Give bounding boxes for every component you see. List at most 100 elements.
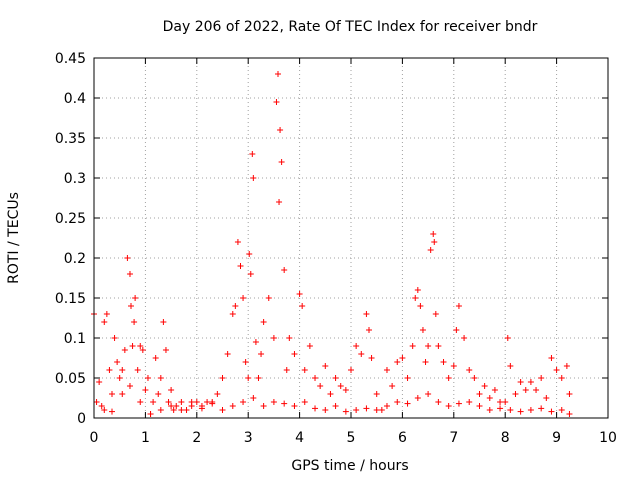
data-point (353, 343, 360, 349)
data-point (419, 327, 426, 333)
data-point (432, 311, 439, 317)
x-tick-label: 7 (449, 430, 458, 446)
data-point (160, 319, 167, 325)
data-point (93, 399, 100, 405)
data-point (548, 408, 555, 415)
data-point (219, 375, 226, 381)
data-point (229, 311, 236, 317)
data-point (383, 403, 390, 409)
y-tick-label: 0.3 (64, 171, 86, 187)
data-point (252, 339, 259, 345)
data-point (240, 295, 247, 301)
data-point (219, 407, 226, 413)
data-point (317, 383, 324, 389)
data-point (258, 351, 265, 357)
data-point (96, 379, 103, 385)
data-point (558, 407, 565, 413)
data-point (255, 375, 262, 381)
data-point (553, 367, 560, 373)
data-point (394, 399, 401, 405)
x-tick-label: 0 (90, 430, 99, 446)
data-point (332, 375, 339, 381)
data-point (103, 311, 110, 317)
data-point (504, 335, 511, 341)
data-point (461, 335, 468, 341)
axis-ticks: 0 1 2 3 4 5 6 7 8 9 10 0 0.05 0.1 0.15 0.2 0.25 0.3 0.35 0.… (55, 51, 617, 446)
data-point (137, 343, 144, 349)
data-point (527, 407, 534, 413)
data-point (497, 399, 504, 405)
data-point (247, 271, 254, 277)
data-point (548, 355, 555, 361)
data-point (327, 391, 334, 397)
data-point (250, 395, 257, 401)
data-point (497, 405, 504, 412)
data-point (132, 295, 139, 301)
x-tick-label: 10 (599, 430, 617, 446)
data-point (486, 407, 493, 413)
data-point (157, 375, 164, 381)
data-point (353, 407, 360, 413)
y-tick-label: 0.15 (55, 291, 86, 307)
data-point (214, 391, 221, 397)
data-point (137, 399, 144, 405)
data-point (286, 335, 293, 341)
data-point (507, 363, 514, 369)
data-point (417, 303, 424, 309)
data-point (455, 303, 462, 309)
data-point (322, 363, 329, 369)
x-tick-label: 4 (295, 430, 304, 446)
data-point (178, 399, 185, 405)
data-point (512, 391, 519, 397)
data-point (440, 359, 447, 365)
data-point (131, 319, 138, 325)
data-point (270, 399, 277, 405)
data-point (108, 391, 115, 397)
data-point (108, 408, 115, 415)
data-point (234, 239, 241, 245)
data-point (291, 351, 298, 357)
data-point (168, 403, 175, 409)
data-point (363, 405, 370, 412)
data-point (404, 400, 411, 407)
data-point (111, 335, 118, 341)
data-point (342, 387, 349, 393)
data-point (342, 408, 349, 415)
data-point (409, 343, 416, 349)
data-point (476, 403, 483, 409)
data-point (404, 375, 411, 381)
data-point (129, 343, 136, 349)
data-point (471, 375, 478, 381)
data-point (389, 383, 396, 389)
data-point (486, 395, 493, 401)
data-point (481, 383, 488, 389)
data-point (414, 395, 421, 401)
y-tick-label: 0.35 (55, 131, 86, 147)
data-point (431, 239, 438, 245)
x-tick-label: 9 (552, 430, 561, 446)
data-point (296, 291, 303, 297)
x-tick-label: 6 (398, 430, 407, 446)
data-point (348, 367, 354, 373)
data-point (412, 295, 419, 301)
data-point (283, 367, 290, 373)
data-point (188, 399, 195, 405)
data-point (517, 408, 524, 415)
data-point (399, 355, 406, 361)
x-tick-label: 1 (141, 430, 150, 446)
data-point (430, 231, 437, 237)
data-point (162, 347, 169, 353)
data-point (150, 399, 157, 405)
data-point (260, 403, 267, 409)
data-point (427, 247, 434, 253)
data-point (128, 303, 135, 309)
data-point (337, 383, 344, 389)
data-point (502, 399, 509, 405)
data-point (522, 387, 529, 393)
data-point (566, 411, 573, 417)
data-point (368, 355, 375, 361)
data-point (476, 391, 483, 397)
data-point (152, 355, 159, 361)
y-tick-label: 0.4 (64, 91, 86, 107)
